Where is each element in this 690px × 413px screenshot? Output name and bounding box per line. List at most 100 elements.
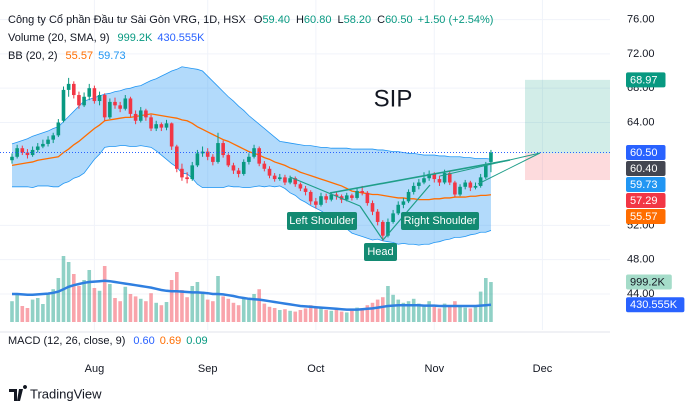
volume-bar: [30, 299, 35, 322]
candle-body: [66, 83, 71, 90]
volume-bar: [190, 286, 195, 322]
symbol-title: Công ty Cổ phần Đầu tư Sài Gòn VRG, 1D, …: [8, 14, 247, 26]
indicator-value: 0.09: [186, 335, 207, 347]
volume-bar: [247, 299, 251, 322]
volume-bar: [72, 274, 76, 322]
candle-body: [272, 175, 277, 180]
candle-body: [226, 155, 231, 166]
volume-bar: [252, 294, 256, 322]
candle-body: [56, 122, 61, 136]
volume-bar: [216, 276, 220, 322]
candle-body: [118, 105, 122, 109]
volume-bar: [314, 306, 318, 322]
neckline: [329, 159, 511, 194]
price-badge: [626, 192, 666, 208]
price-badge-label: 430.555K: [630, 299, 678, 311]
volume-bar: [453, 301, 457, 322]
annotation-box: [287, 212, 357, 230]
volume-bar: [133, 296, 138, 322]
volume-bar: [46, 294, 50, 322]
candle-body: [432, 173, 437, 180]
candle-body: [252, 148, 256, 157]
volume-bar: [231, 302, 236, 322]
candle-body: [288, 178, 292, 183]
indicator-value: 999.2K: [118, 32, 154, 44]
candle-body: [72, 83, 76, 96]
price-badge: [626, 176, 666, 192]
candle-body: [360, 191, 364, 193]
price-badge-label: 999.2K: [630, 276, 666, 288]
indicator-value: 55.57: [66, 50, 94, 62]
ticker-annotation: SIP: [374, 85, 413, 112]
candle-body: [41, 143, 45, 147]
x-tick-label: Sep: [198, 363, 218, 375]
x-tick-label: Aug: [85, 363, 105, 375]
volume-bar: [458, 306, 462, 322]
volume-bar: [303, 308, 308, 322]
brand-name: TradingView: [30, 386, 102, 401]
target-line: [477, 152, 541, 185]
legend-row: Công ty Cổ phần Đầu tư Sài Gòn VRG, 1D, …: [8, 14, 493, 26]
candle-body: [211, 156, 215, 162]
quote-value: 59.40: [262, 14, 290, 26]
volume-bar: [66, 262, 71, 322]
candle-body: [319, 196, 323, 205]
candle-body: [489, 152, 493, 162]
price-badge: [626, 144, 666, 160]
candle-body: [154, 124, 158, 129]
candle-body: [473, 185, 478, 188]
volume-bar: [262, 303, 267, 322]
volume-bar: [211, 301, 215, 322]
candle-body: [221, 143, 225, 156]
volume-bar: [25, 308, 30, 322]
candle-body: [298, 184, 303, 189]
candle-body: [417, 182, 421, 186]
candle-body: [350, 195, 354, 198]
candle-body: [97, 95, 102, 102]
volume-bar: [437, 308, 442, 322]
candle-body: [20, 148, 25, 153]
volume-bar: [442, 303, 447, 322]
candle-body: [447, 173, 452, 183]
candle-body: [144, 110, 148, 118]
price-badge-label: 60.40: [630, 163, 658, 175]
candle-body: [370, 203, 375, 212]
quote-value: 58.20: [344, 14, 372, 26]
volume-bar: [432, 306, 437, 322]
plot-area: [0, 0, 610, 330]
volume-bar: [195, 282, 200, 322]
volume-bar: [272, 308, 277, 322]
candle-body: [365, 192, 370, 204]
volume-bar: [164, 302, 169, 322]
candle-body: [411, 185, 416, 192]
volume-bar: [267, 306, 272, 322]
price-badge-label: 55.57: [630, 211, 658, 223]
candle-body: [334, 194, 339, 197]
volume-bar: [329, 310, 334, 322]
candle-body: [159, 124, 164, 128]
volume-bar: [87, 270, 92, 322]
brand-logo: [9, 385, 28, 401]
volume-bar: [113, 298, 117, 322]
volume-bar: [175, 272, 179, 322]
volume-bar: [344, 312, 349, 322]
volume-bar: [138, 298, 143, 322]
volume-sma-line: [12, 279, 492, 311]
candle-body: [463, 182, 467, 187]
candle-body: [283, 177, 287, 183]
candle-body: [422, 178, 426, 183]
volume-bar: [489, 282, 493, 322]
candle-body: [458, 186, 462, 195]
indicator-name: Volume (20, SMA, 9): [8, 32, 110, 44]
y-tick-label: 72.00: [627, 48, 655, 60]
candle-body: [10, 156, 14, 161]
annotation-box: [401, 212, 479, 230]
candle-body: [216, 143, 220, 162]
candle-body: [355, 191, 359, 198]
volume-bar: [82, 280, 86, 322]
volume-bar: [484, 278, 488, 322]
indicator-value: 0.60: [133, 335, 154, 347]
volume-bar: [51, 289, 55, 322]
candle-body: [92, 88, 97, 102]
